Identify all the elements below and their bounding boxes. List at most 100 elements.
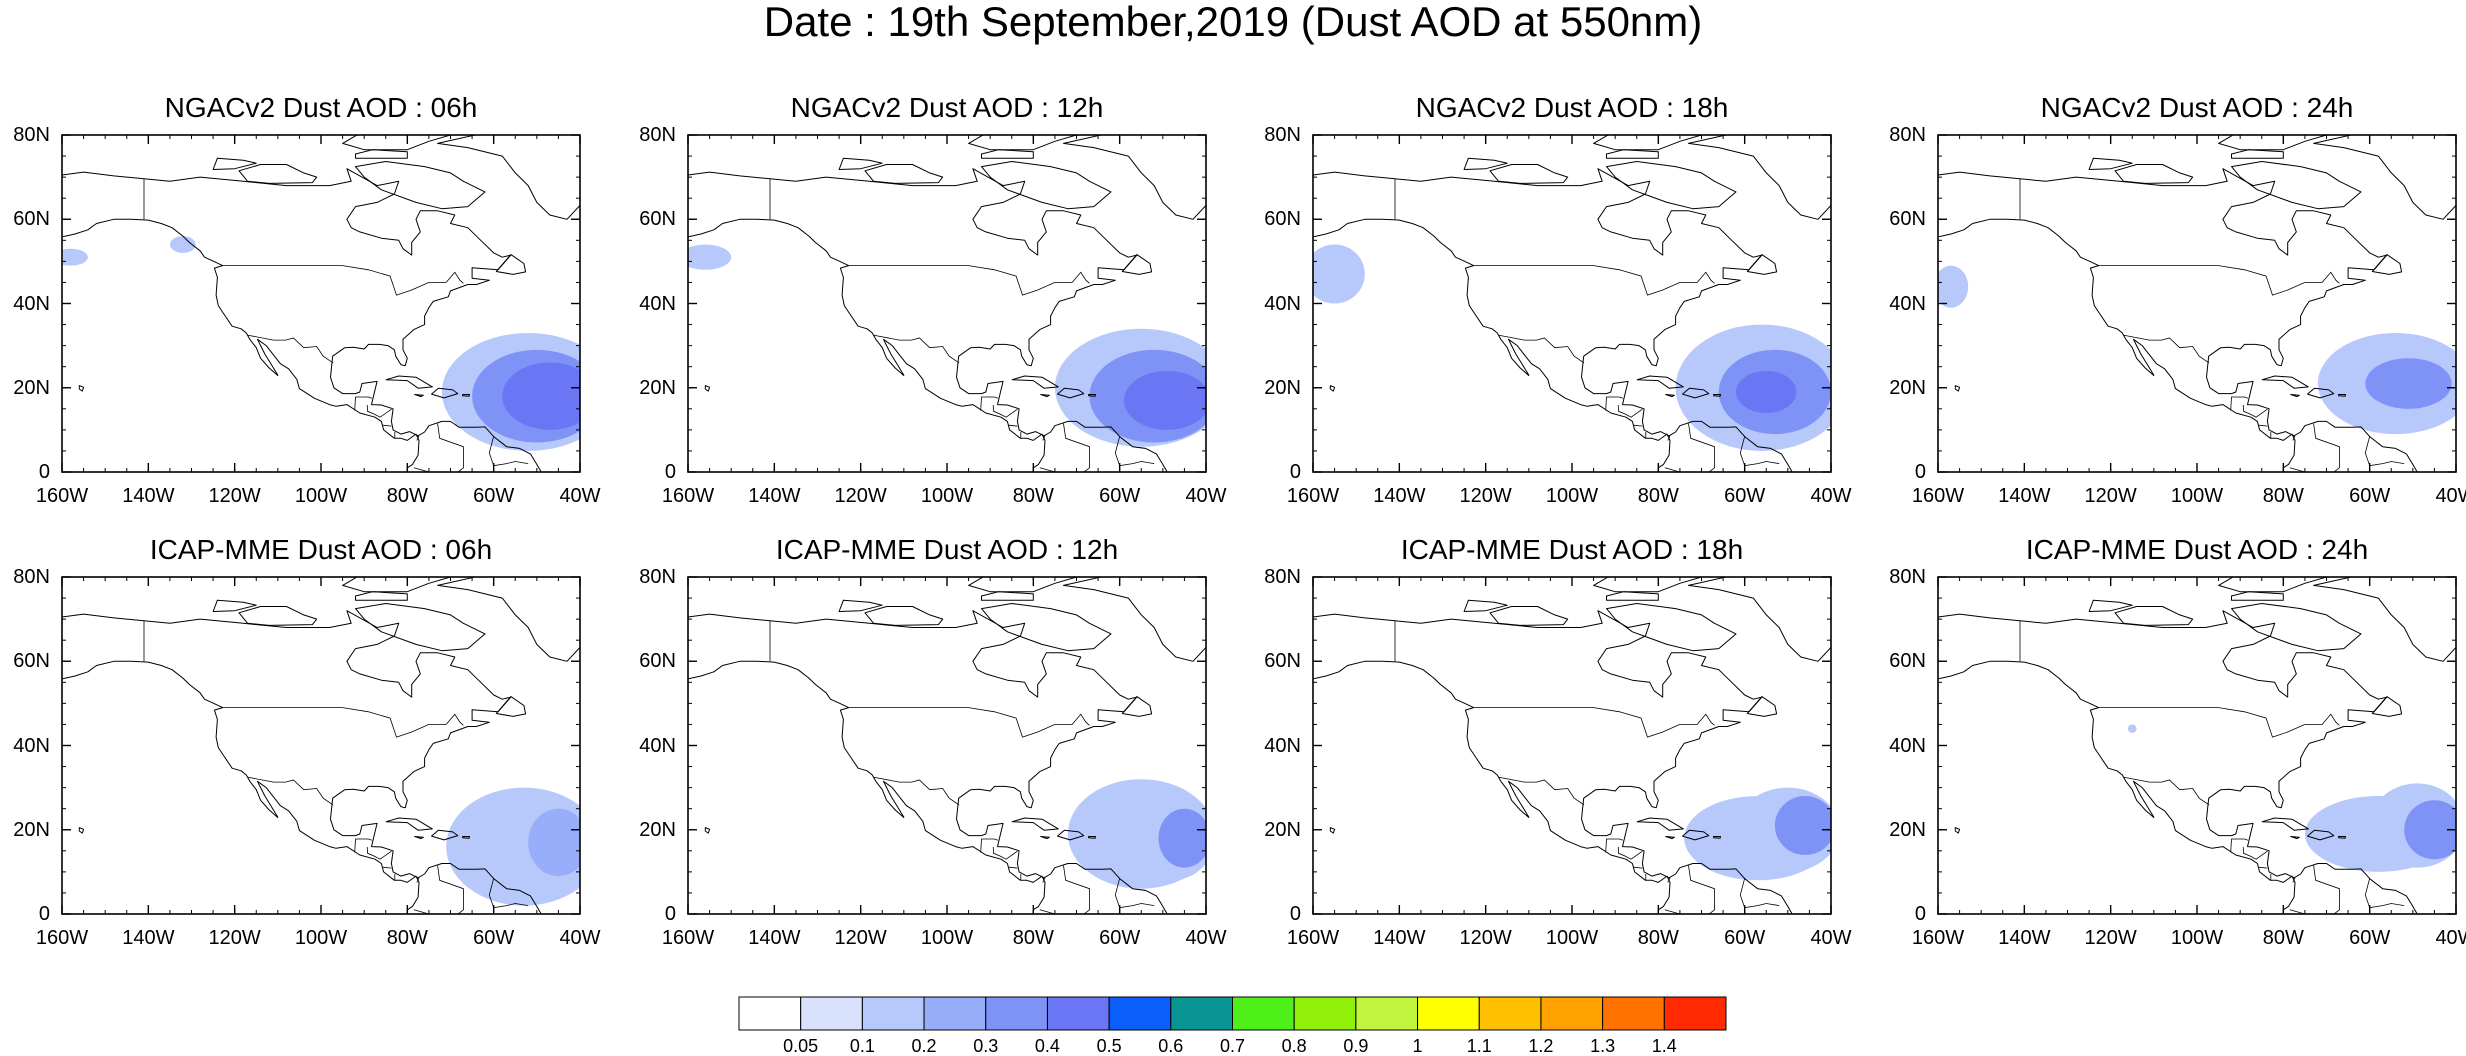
coastline <box>1063 135 1206 220</box>
coastline <box>688 168 1168 472</box>
country-border <box>1688 423 1715 472</box>
colorbar-box <box>1046 996 1110 1031</box>
lon-tick-label: 40W <box>1810 485 1852 507</box>
map-panel <box>61 134 581 473</box>
colorbar-box <box>1170 996 1233 1031</box>
country-border <box>2230 396 2249 411</box>
colorbar-label: 0.6 <box>1158 1036 1184 1056</box>
lon-tick-label: 120W <box>1459 927 1512 949</box>
lon-tick-label: 140W <box>1998 485 2051 507</box>
coastline <box>1938 610 2418 914</box>
coastline <box>342 577 453 593</box>
country-border <box>2289 467 2307 472</box>
lon-tick-label: 80W <box>1637 485 1679 507</box>
lat-tick-label: 20N <box>1264 818 1301 841</box>
colorbar-label: 1.2 <box>1528 1036 1554 1056</box>
colorbar-box <box>1602 996 1665 1031</box>
lat-tick-label: 60N <box>1889 208 1926 231</box>
coastline <box>1121 254 1153 275</box>
country-border <box>416 435 420 441</box>
lon-tick-label: 40W <box>2435 927 2466 949</box>
coastline <box>238 164 318 184</box>
country-border <box>247 334 334 364</box>
country-border <box>2258 866 2268 869</box>
lon-tick-label: 160W <box>35 927 89 949</box>
lat-tick-label: 0 <box>1914 903 1926 925</box>
colorbar-box <box>1478 996 1542 1031</box>
dust-plume <box>2404 800 2456 860</box>
country-border <box>354 396 373 411</box>
coastline <box>968 135 1079 151</box>
panel-title: NGACv2 Dust AOD : 06h <box>164 92 478 123</box>
country-border <box>1472 707 1715 738</box>
lat-tick-label: 40N <box>13 292 50 315</box>
colorbar-label: 1.3 <box>1590 1036 1616 1056</box>
lat-tick-label: 40N <box>639 292 676 315</box>
coastline <box>495 696 527 717</box>
lon-tick-label: 100W <box>1545 485 1599 507</box>
coastline <box>462 836 470 839</box>
coastline <box>437 577 580 662</box>
lon-tick-label: 120W <box>208 485 261 507</box>
coastline <box>688 610 1168 914</box>
coastline <box>1606 603 1737 652</box>
coastline <box>864 606 944 626</box>
coastline <box>1088 394 1096 397</box>
colorbar-box <box>1417 996 1480 1031</box>
lon-tick-label: 80W <box>1012 927 1054 949</box>
map-panel <box>687 576 1207 915</box>
country-border <box>1114 878 1155 909</box>
lon-tick-label: 40W <box>1810 927 1852 949</box>
lat-tick-label: 0 <box>664 461 676 483</box>
coastline <box>2313 135 2456 220</box>
coastline <box>342 135 453 151</box>
country-border <box>1042 435 1046 441</box>
country-border <box>2097 265 2340 296</box>
colorbar-label: 1.4 <box>1651 1036 1677 1056</box>
lat-tick-label: 40N <box>13 734 50 757</box>
country-border <box>873 334 960 364</box>
coastline <box>1746 696 1778 717</box>
lon-tick-label: 60W <box>2349 485 2391 507</box>
coastline <box>437 135 580 220</box>
country-border <box>221 707 464 738</box>
lon-tick-label: 140W <box>1998 927 2051 949</box>
lat-tick-label: 40N <box>1264 292 1301 315</box>
coastline <box>62 168 542 472</box>
lon-tick-label: 80W <box>386 485 428 507</box>
lat-tick-label: 60N <box>1264 208 1301 231</box>
coastline <box>968 577 1079 593</box>
coastline <box>2290 394 2300 398</box>
lon-tick-label: 120W <box>834 485 887 507</box>
lon-tick-label: 160W <box>1286 485 1340 507</box>
coastline <box>1121 696 1153 717</box>
country-border <box>1667 435 1671 441</box>
country-border <box>1617 404 1643 418</box>
lon-tick-label: 60W <box>1724 485 1766 507</box>
lon-tick-label: 160W <box>661 485 715 507</box>
coastline <box>981 591 1034 601</box>
map-content <box>1938 577 2456 914</box>
country-border <box>1688 865 1715 914</box>
lat-tick-label: 0 <box>664 903 676 925</box>
figure-title: Date : 19th September,2019 (Dust AOD at … <box>763 0 1703 45</box>
lat-tick-label: 80N <box>1889 566 1926 588</box>
country-border <box>488 436 529 467</box>
lon-tick-label: 60W <box>1099 927 1141 949</box>
country-border <box>1042 877 1046 883</box>
panel-title: NGACv2 Dust AOD : 24h <box>2040 92 2354 123</box>
lat-tick-label: 40N <box>1889 734 1926 757</box>
coastline <box>1329 827 1336 834</box>
country-border <box>980 396 999 411</box>
coastline <box>1593 135 1704 151</box>
panel-title: NGACv2 Dust AOD : 12h <box>790 92 1104 123</box>
coastline <box>1463 599 1508 612</box>
coastline <box>2231 603 2362 652</box>
lat-tick-label: 0 <box>1289 461 1301 483</box>
lon-tick-label: 100W <box>920 485 974 507</box>
colorbar-box <box>861 996 925 1031</box>
lat-tick-label: 0 <box>1914 461 1926 483</box>
coastline <box>2307 387 2335 399</box>
coastline <box>78 827 85 834</box>
